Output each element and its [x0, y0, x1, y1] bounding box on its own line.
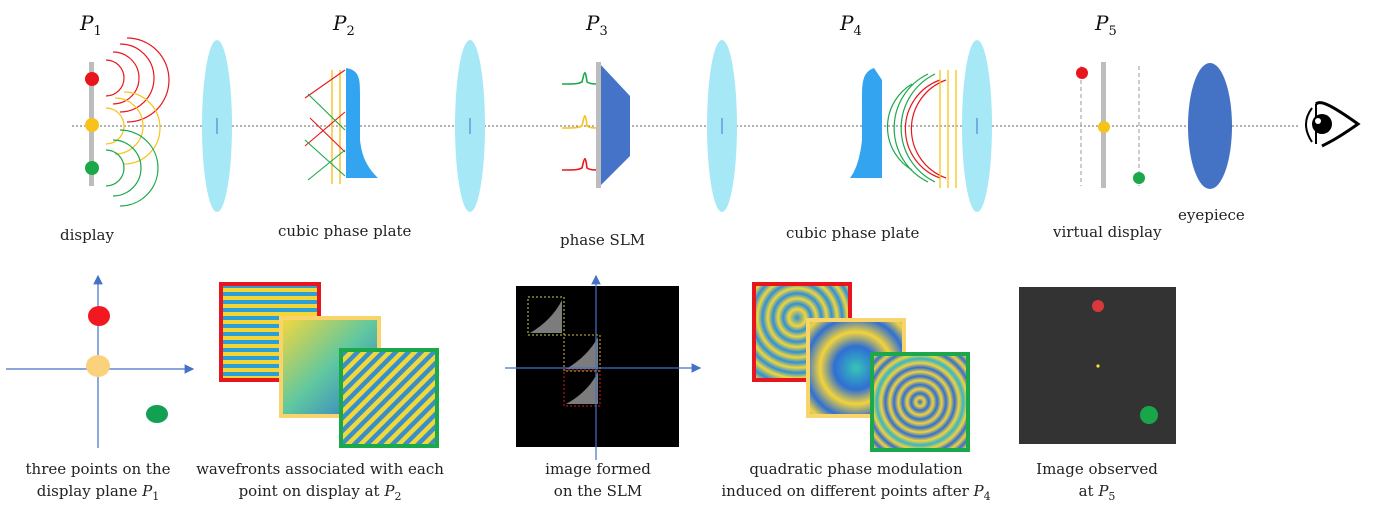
svg-text:display plane P1: display plane P1: [37, 482, 159, 503]
label-eyepiece: eyepiece: [1178, 206, 1245, 224]
lens-3: [707, 40, 737, 212]
panel-three-points: [6, 274, 195, 448]
svg-text:at P5: at P5: [1079, 482, 1116, 503]
svg-text:Image observed: Image observed: [1036, 460, 1158, 478]
lens-1: [202, 40, 232, 212]
caption-quadratic-phase: quadratic phase modulation induced on di…: [721, 460, 990, 503]
plane-label-p4: P4: [839, 11, 862, 39]
svg-text:three points on the: three points on the: [26, 460, 171, 478]
svg-text:image formed: image formed: [545, 460, 651, 478]
plane-label-p1: P1: [79, 11, 102, 39]
caption-slm-image: image formed on the SLM: [545, 460, 651, 500]
panel-observed-image: [1019, 287, 1176, 444]
label-display: display: [60, 226, 114, 244]
caption-wavefronts: wavefronts associated with each point on…: [196, 460, 444, 503]
svg-text:point on display at P2: point on display at P2: [239, 482, 402, 503]
label-phase-slm: phase SLM: [560, 231, 645, 249]
eye-icon: [1305, 101, 1361, 148]
lens-4: [962, 40, 992, 212]
virtual-display: [1076, 62, 1145, 188]
lens-2: [455, 40, 485, 212]
cubic-phase-plate-1: [304, 68, 378, 184]
label-cubic-plate-1: cubic phase plate: [278, 222, 412, 240]
display-element: [85, 37, 170, 207]
phase-slm: [561, 62, 630, 188]
label-virtual-display: virtual display: [1052, 223, 1162, 241]
svg-text:wavefronts associated with eac: wavefronts associated with each: [196, 460, 444, 478]
svg-text:induced on different points af: induced on different points after P4: [721, 482, 990, 503]
plane-label-p2: P2: [332, 11, 355, 39]
cubic-phase-plate-2: [850, 68, 957, 188]
eyepiece-lens: [1188, 63, 1232, 189]
plane-label-p3: P3: [585, 11, 608, 39]
caption-observed-image: Image observed at P5: [1036, 460, 1158, 503]
panel-wavefronts: [219, 282, 439, 448]
panel-slm-image: [505, 274, 702, 460]
svg-text:on the SLM: on the SLM: [554, 482, 642, 500]
label-cubic-plate-2: cubic phase plate: [786, 224, 920, 242]
svg-text:quadratic phase modulation: quadratic phase modulation: [749, 460, 963, 478]
panel-quadratic-phase: [752, 282, 970, 452]
caption-three-points: three points on the display plane P1: [26, 460, 171, 503]
plane-label-p5: P5: [1094, 11, 1117, 39]
